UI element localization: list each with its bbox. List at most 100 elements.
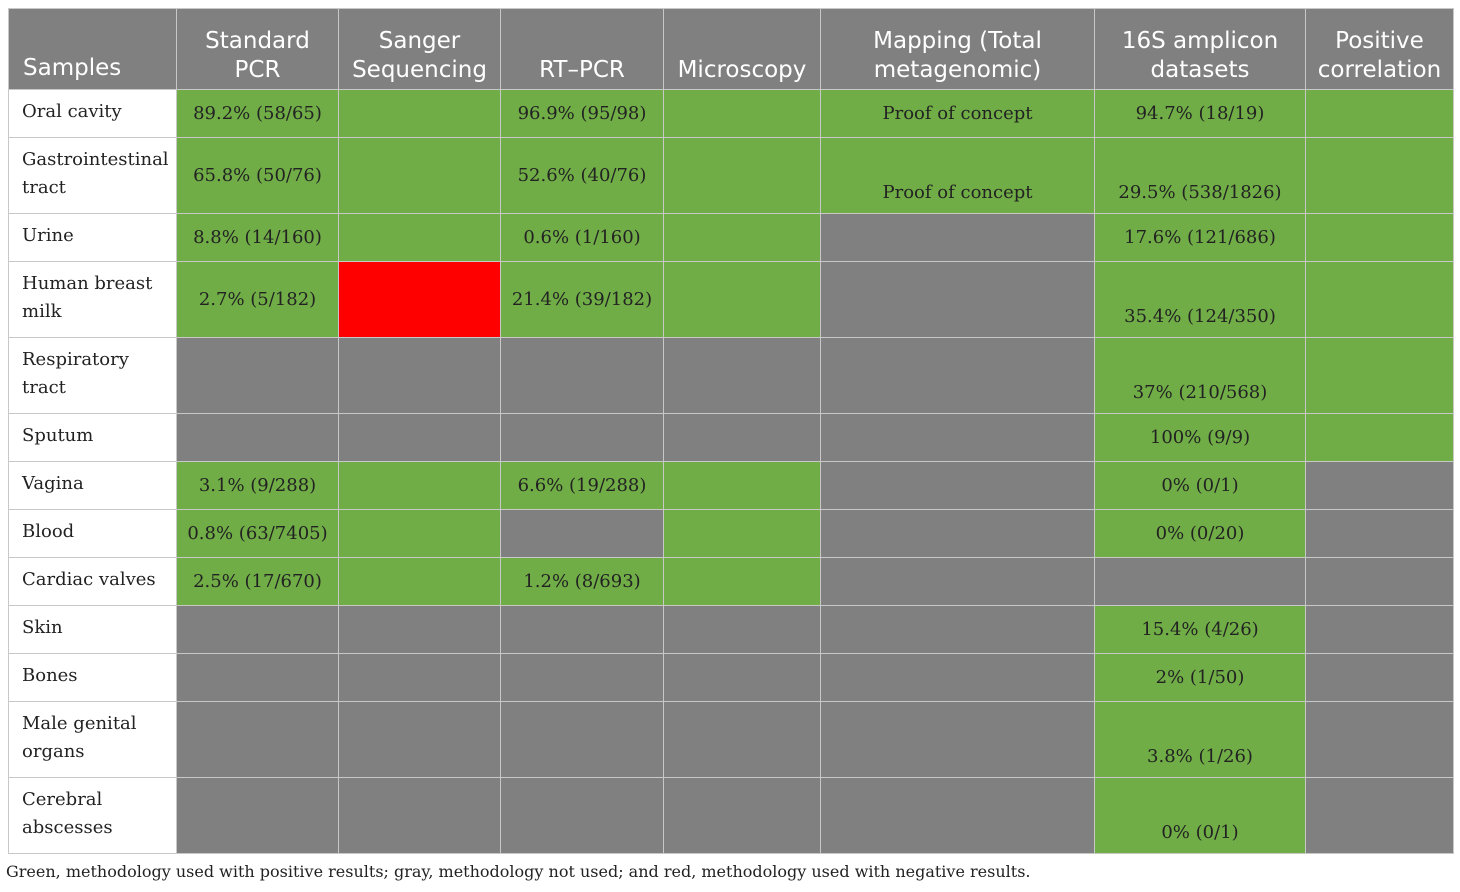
result-cell: [338, 261, 501, 338]
result-cell: 52.6% (40/76): [500, 137, 664, 214]
header-mapping: Mapping (Total metagenomic): [820, 8, 1095, 90]
sample-label: Cardiac valves: [8, 557, 177, 606]
result-cell: 0% (0/1): [1094, 777, 1306, 854]
result-cell: [820, 605, 1095, 654]
result-cell: 1.2% (8/693): [500, 557, 664, 606]
result-cell: 8.8% (14/160): [176, 213, 339, 262]
result-cell: [338, 777, 501, 854]
result-cell: [1305, 261, 1454, 338]
table-row: Urine 8.8% (14/160) 0.6% (1/160) 17.6% (121…: [8, 213, 1454, 262]
result-cell: 65.8% (50/76): [176, 137, 339, 214]
result-cell: 2.5% (17/670): [176, 557, 339, 606]
result-cell: [1305, 413, 1454, 462]
sample-label: Vagina: [8, 461, 177, 510]
result-cell: [338, 605, 501, 654]
result-cell: Proof of concept: [820, 137, 1095, 214]
result-cell: 17.6% (121/686): [1094, 213, 1306, 262]
sample-label: Cerebral abscesses: [8, 777, 177, 854]
result-cell: [500, 605, 664, 654]
result-cell: 89.2% (58/65): [176, 89, 339, 138]
result-cell: [338, 213, 501, 262]
table-row: Bones 2% (1/50): [8, 653, 1454, 702]
result-cell: [500, 701, 664, 778]
table-body: Oral cavity 89.2% (58/65) 96.9% (95/98) Pro…: [8, 89, 1454, 854]
result-cell: [176, 605, 339, 654]
result-cell: [500, 777, 664, 854]
result-cell: [820, 213, 1095, 262]
result-cell: [500, 509, 664, 558]
result-cell: [1305, 461, 1454, 510]
result-cell: [663, 777, 821, 854]
result-cell: [663, 557, 821, 606]
sample-label: Respiratory tract: [8, 337, 177, 414]
sample-label: Male genital organs: [8, 701, 177, 778]
result-cell: [1094, 557, 1306, 606]
result-cell: [663, 653, 821, 702]
result-cell: [1305, 509, 1454, 558]
result-cell: [663, 605, 821, 654]
header-samples: Samples: [8, 8, 177, 90]
result-cell: [820, 509, 1095, 558]
result-cell: 0.8% (63/7405): [176, 509, 339, 558]
sample-label: Human breast milk: [8, 261, 177, 338]
result-cell: [500, 337, 664, 414]
result-cell: [1305, 557, 1454, 606]
result-cell: [500, 413, 664, 462]
result-cell: 2% (1/50): [1094, 653, 1306, 702]
result-cell: [663, 89, 821, 138]
sample-label: Sputum: [8, 413, 177, 462]
table-row: Gastrointestinal tract 65.8% (50/76) 52.6%…: [8, 137, 1454, 214]
result-cell: 6.6% (19/288): [500, 461, 664, 510]
result-cell: [663, 213, 821, 262]
result-cell: [176, 653, 339, 702]
table-row: Sputum 100% (9/9): [8, 413, 1454, 462]
result-cell: 0.6% (1/160): [500, 213, 664, 262]
result-cell: 0% (0/20): [1094, 509, 1306, 558]
result-cell: [1305, 701, 1454, 778]
result-cell: [338, 461, 501, 510]
result-cell: 37% (210/568): [1094, 337, 1306, 414]
result-cell: [338, 337, 501, 414]
result-cell: 100% (9/9): [1094, 413, 1306, 462]
result-cell: [820, 653, 1095, 702]
table-row: Human breast milk 2.7% (5/182) 21.4% (39/1…: [8, 261, 1454, 338]
result-cell: 15.4% (4/26): [1094, 605, 1306, 654]
table-row: Cardiac valves 2.5% (17/670) 1.2% (8/693): [8, 557, 1454, 606]
result-cell: [338, 509, 501, 558]
table-caption: Green, methodology used with positive re…: [6, 862, 1031, 881]
table-row: Cerebral abscesses 0% (0/1): [8, 777, 1454, 854]
header-microscopy: Microscopy: [663, 8, 821, 90]
table-row: Blood 0.8% (63/7405) 0% (0/20): [8, 509, 1454, 558]
sample-label: Oral cavity: [8, 89, 177, 138]
result-cell: [663, 509, 821, 558]
result-cell: 29.5% (538/1826): [1094, 137, 1306, 214]
result-cell: [338, 89, 501, 138]
result-cell: [338, 137, 501, 214]
result-cell: [663, 413, 821, 462]
result-cell: [1305, 137, 1454, 214]
result-cell: [338, 413, 501, 462]
result-cell: [663, 701, 821, 778]
result-cell: 21.4% (39/182): [500, 261, 664, 338]
result-cell: [1305, 337, 1454, 414]
result-cell: [500, 653, 664, 702]
header-row: Samples Standard PCR Sanger Sequencing R…: [8, 8, 1454, 90]
result-cell: [176, 337, 339, 414]
result-cell: 94.7% (18/19): [1094, 89, 1306, 138]
header-16s-amplicon: 16S amplicon datasets: [1094, 8, 1306, 90]
result-cell: [176, 777, 339, 854]
result-cell: [1305, 777, 1454, 854]
result-cell: [820, 261, 1095, 338]
result-cell: [1305, 89, 1454, 138]
result-cell: [338, 653, 501, 702]
sample-label: Gastrointestinal tract: [8, 137, 177, 214]
result-cell: [820, 413, 1095, 462]
result-cell: [820, 777, 1095, 854]
table-row: Oral cavity 89.2% (58/65) 96.9% (95/98) Pro…: [8, 89, 1454, 138]
result-cell: [1305, 605, 1454, 654]
result-cell: [176, 701, 339, 778]
result-cell: 0% (0/1): [1094, 461, 1306, 510]
table-row: Male genital organs 3.8% (1/26): [8, 701, 1454, 778]
header-sanger-sequencing: Sanger Sequencing: [338, 8, 501, 90]
result-cell: 3.8% (1/26): [1094, 701, 1306, 778]
